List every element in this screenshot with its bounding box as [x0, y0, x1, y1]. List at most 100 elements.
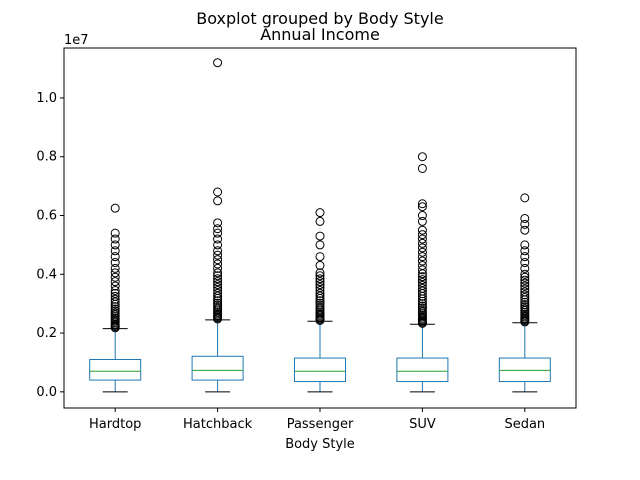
outlier-point: [315, 231, 325, 241]
outlier-point: [315, 271, 325, 281]
outlier-point: [520, 213, 530, 223]
outlier-point: [520, 225, 530, 235]
outlier-point: [417, 152, 427, 162]
outlier-point: [110, 258, 120, 268]
y-tick-label: 0.8: [36, 150, 57, 165]
outlier-point: [315, 240, 325, 250]
outlier-point: [110, 246, 120, 256]
box-iqr: [498, 357, 551, 383]
outlier-point: [110, 304, 120, 314]
outlier-point: [417, 260, 427, 270]
outlier-point: [520, 300, 530, 310]
outlier-point: [417, 256, 427, 266]
outlier-point: [213, 280, 223, 290]
outlier-point: [417, 283, 427, 293]
outlier-point: [315, 285, 325, 295]
outlier-point: [417, 286, 427, 296]
outlier-point: [213, 240, 223, 250]
outlier-point: [520, 281, 530, 291]
outlier-point: [520, 284, 530, 294]
outlier-point: [213, 218, 223, 228]
outlier-point: [213, 268, 223, 278]
outlier-point: [110, 228, 120, 238]
outlier-point: [110, 263, 120, 273]
outlier-point: [417, 278, 427, 288]
outlier-point: [213, 228, 223, 238]
outlier-point: [520, 246, 530, 256]
outlier-point: [520, 219, 530, 229]
chart-suptitle: Boxplot grouped by Body Style: [196, 9, 443, 28]
outlier-point: [417, 225, 427, 235]
outlier-point: [110, 203, 120, 213]
outlier-point: [213, 196, 223, 206]
outlier-point: [213, 274, 223, 284]
outlier-point: [315, 274, 325, 284]
outlier-point: [213, 298, 223, 308]
outlier-point: [520, 240, 530, 250]
outlier-point: [110, 294, 120, 304]
outlier-point: [315, 288, 325, 298]
box-iqr: [89, 359, 142, 381]
outlier-point: [315, 298, 325, 308]
outlier-point: [110, 281, 120, 291]
outlier-point: [417, 265, 427, 275]
outlier-point: [213, 58, 223, 68]
outlier-point: [110, 252, 120, 262]
outlier-point: [213, 277, 223, 287]
outlier-point: [417, 202, 427, 212]
outlier-point: [315, 280, 325, 290]
outlier-point: [213, 234, 223, 244]
outlier-point: [110, 297, 120, 307]
outlier-point: [110, 272, 120, 282]
outlier-point: [315, 283, 325, 293]
plot-area: 0.0 0.2 0.4 0.6 0.8 1.0 Hardtop Hatchback Passen…: [36, 58, 551, 432]
outlier-point: [110, 285, 120, 295]
outlier-point: [315, 216, 325, 226]
outlier-point: [417, 199, 427, 209]
outlier-point: [417, 272, 427, 282]
outlier-point: [315, 277, 325, 287]
outlier-point: [417, 252, 427, 262]
outlier-point: [520, 293, 530, 303]
x-axis-label: Body Style: [285, 437, 355, 452]
y-tick-label: 0.0: [36, 385, 57, 400]
outlier-point: [213, 291, 223, 301]
y-tick-label: 1.0: [36, 91, 57, 106]
outlier-point: [110, 288, 120, 298]
outlier-point: [520, 275, 530, 285]
outlier-point: [110, 277, 120, 287]
box-iqr: [191, 355, 244, 381]
x-tick-label: Passenger: [287, 417, 354, 432]
outlier-point: [520, 252, 530, 262]
y-tick-label: 0.6: [36, 209, 57, 224]
outlier-point: [213, 224, 223, 234]
outlier-point: [417, 238, 427, 248]
axes-frame: [63, 47, 577, 409]
outlier-point: [520, 258, 530, 268]
outlier-point: [417, 243, 427, 253]
outlier-point: [315, 296, 325, 306]
x-tick-label: Hatchback: [183, 417, 253, 432]
outlier-point: [417, 211, 427, 221]
outlier-point: [213, 259, 223, 269]
outlier-point: [213, 263, 223, 273]
y-tick-label: 0.4: [36, 267, 57, 282]
outlier-point: [417, 247, 427, 257]
outlier-point: [315, 252, 325, 262]
outlier-point: [417, 299, 427, 309]
x-tick-label: Hardtop: [89, 417, 141, 432]
outlier-point: [213, 285, 223, 295]
outlier-point: [110, 240, 120, 250]
outlier-point: [213, 246, 223, 256]
outlier-point: [213, 296, 223, 306]
outlier-point: [417, 280, 427, 290]
box-iqr: [294, 357, 346, 383]
y-offset-label: 1e7: [64, 33, 89, 48]
outlier-point: [110, 268, 120, 278]
outlier-point: [417, 301, 427, 311]
outlier-point: [315, 268, 325, 278]
outlier-point: [417, 163, 427, 173]
outlier-point: [213, 250, 223, 260]
outlier-point: [417, 275, 427, 285]
